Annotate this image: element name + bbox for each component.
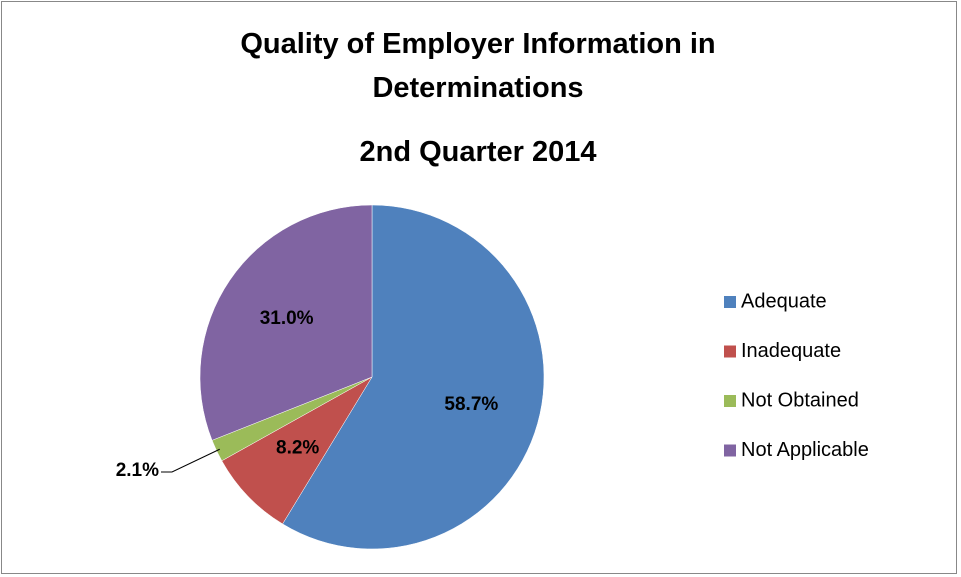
chart-subtitle: 2nd Quarter 2014: [359, 136, 597, 168]
legend-label: Not Applicable: [741, 439, 869, 461]
data-label: 31.0%: [260, 308, 314, 329]
legend-swatch: [724, 395, 736, 407]
legend-swatch: [724, 296, 736, 308]
pie-slice: [199, 204, 373, 441]
legend-swatch: [724, 444, 736, 457]
pie-slice: [221, 376, 373, 525]
legend-label: Inadequate: [741, 340, 841, 362]
legend-label: Not Obtained: [741, 389, 859, 411]
data-label: 58.7%: [444, 394, 498, 415]
leader-line: [161, 448, 220, 473]
data-label: 2.1%: [116, 460, 159, 481]
pie-slice: [282, 204, 545, 550]
chart-title: Quality of Employer Information in Deter…: [240, 28, 716, 104]
legend-label: Adequate: [741, 290, 827, 312]
legend-swatch: [724, 345, 736, 358]
data-label: 8.2%: [276, 438, 319, 459]
